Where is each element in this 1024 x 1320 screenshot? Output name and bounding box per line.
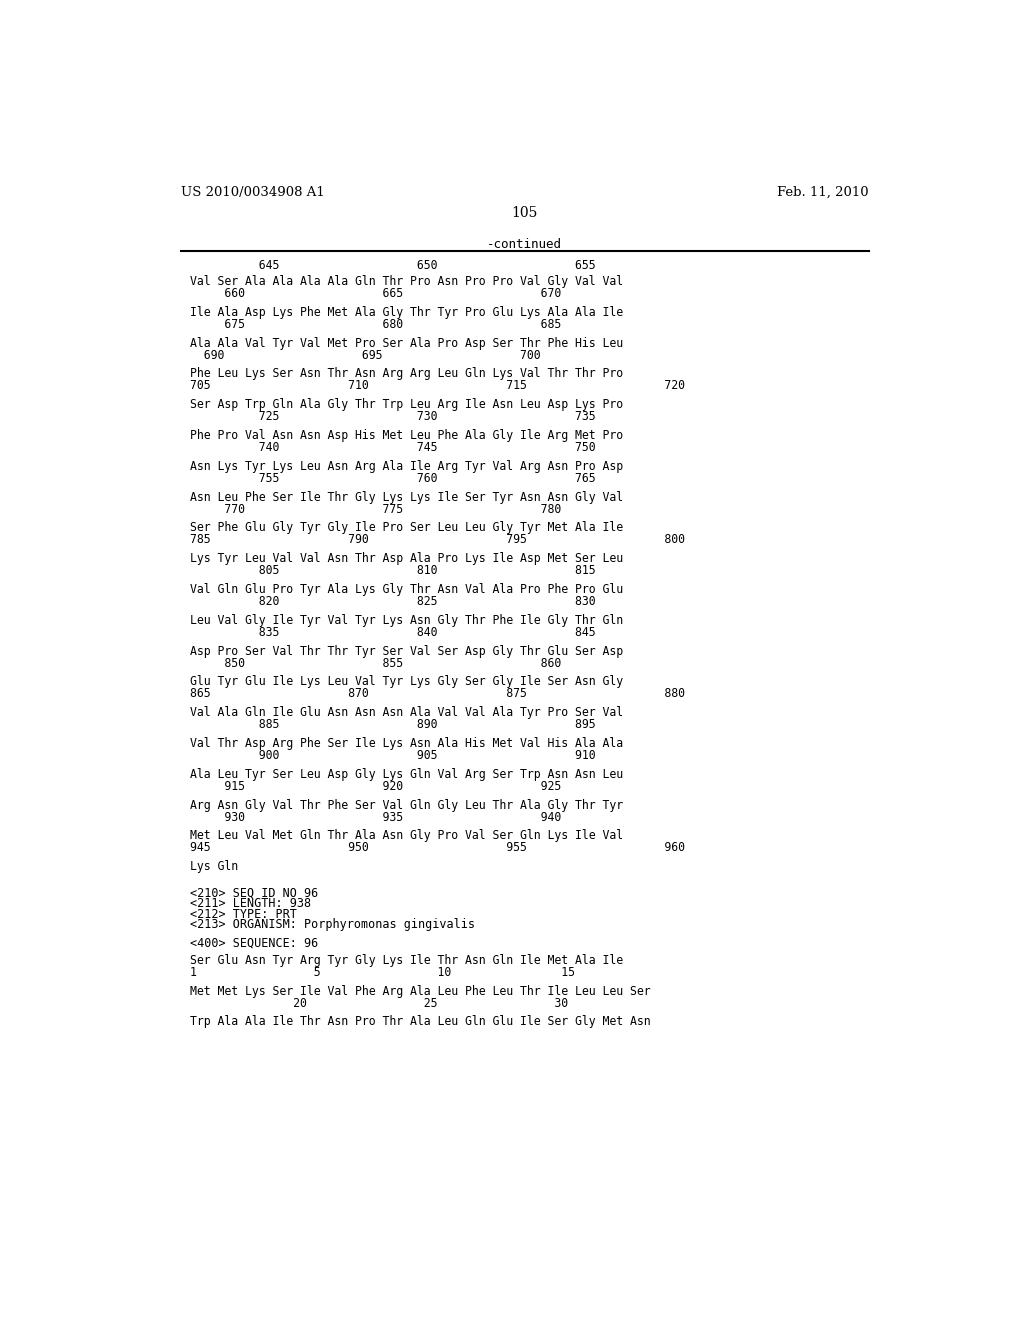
Text: US 2010/0034908 A1: US 2010/0034908 A1 [180,186,325,199]
Text: 105: 105 [512,206,538,220]
Text: Ile Ala Asp Lys Phe Met Ala Gly Thr Tyr Pro Glu Lys Ala Ala Ile: Ile Ala Asp Lys Phe Met Ala Gly Thr Tyr … [190,306,624,319]
Text: 820                    825                    830: 820 825 830 [190,595,596,609]
Text: 725                    730                    735: 725 730 735 [190,411,596,424]
Text: Asp Pro Ser Val Thr Thr Tyr Ser Val Ser Asp Gly Thr Glu Ser Asp: Asp Pro Ser Val Thr Thr Tyr Ser Val Ser … [190,644,624,657]
Text: Met Leu Val Met Gln Thr Ala Asn Gly Pro Val Ser Gln Lys Ile Val: Met Leu Val Met Gln Thr Ala Asn Gly Pro … [190,829,624,842]
Text: 770                    775                    780: 770 775 780 [190,503,561,516]
Text: Lys Tyr Leu Val Val Asn Thr Asp Ala Pro Lys Ile Asp Met Ser Leu: Lys Tyr Leu Val Val Asn Thr Asp Ala Pro … [190,552,624,565]
Text: 660                    665                    670: 660 665 670 [190,286,561,300]
Text: Met Met Lys Ser Ile Val Phe Arg Ala Leu Phe Leu Thr Ile Leu Leu Ser: Met Met Lys Ser Ile Val Phe Arg Ala Leu … [190,985,650,998]
Text: Phe Leu Lys Ser Asn Thr Asn Arg Arg Leu Gln Lys Val Thr Thr Pro: Phe Leu Lys Ser Asn Thr Asn Arg Arg Leu … [190,367,624,380]
Text: 915                    920                    925: 915 920 925 [190,780,561,793]
Text: Val Ser Ala Ala Ala Ala Gln Thr Pro Asn Pro Pro Val Gly Val Val: Val Ser Ala Ala Ala Ala Gln Thr Pro Asn … [190,275,624,288]
Text: 885                    890                    895: 885 890 895 [190,718,596,731]
Text: Ser Phe Glu Gly Tyr Gly Ile Pro Ser Leu Leu Gly Tyr Met Ala Ile: Ser Phe Glu Gly Tyr Gly Ile Pro Ser Leu … [190,521,624,535]
Text: <212> TYPE: PRT: <212> TYPE: PRT [190,908,297,920]
Text: Ser Asp Trp Gln Ala Gly Thr Trp Leu Arg Ile Asn Leu Asp Lys Pro: Ser Asp Trp Gln Ala Gly Thr Trp Leu Arg … [190,399,624,412]
Text: Val Thr Asp Arg Phe Ser Ile Lys Asn Ala His Met Val His Ala Ala: Val Thr Asp Arg Phe Ser Ile Lys Asn Ala … [190,737,624,750]
Text: 930                    935                    940: 930 935 940 [190,810,561,824]
Text: Phe Pro Val Asn Asn Asp His Met Leu Phe Ala Gly Ile Arg Met Pro: Phe Pro Val Asn Asn Asp His Met Leu Phe … [190,429,624,442]
Text: Trp Ala Ala Ile Thr Asn Pro Thr Ala Leu Gln Glu Ile Ser Gly Met Asn: Trp Ala Ala Ile Thr Asn Pro Thr Ala Leu … [190,1015,650,1028]
Text: 900                    905                    910: 900 905 910 [190,748,596,762]
Text: Lys Gln: Lys Gln [190,861,239,874]
Text: 835                    840                    845: 835 840 845 [190,626,596,639]
Text: Ala Leu Tyr Ser Leu Asp Gly Lys Gln Val Arg Ser Trp Asn Asn Leu: Ala Leu Tyr Ser Leu Asp Gly Lys Gln Val … [190,768,624,781]
Text: 850                    855                    860: 850 855 860 [190,656,561,669]
Text: 865                    870                    875                    880: 865 870 875 880 [190,688,685,701]
Text: Ala Ala Val Tyr Val Met Pro Ser Ala Pro Asp Ser Thr Phe His Leu: Ala Ala Val Tyr Val Met Pro Ser Ala Pro … [190,337,624,350]
Text: Feb. 11, 2010: Feb. 11, 2010 [777,186,869,199]
Text: Val Ala Gln Ile Glu Asn Asn Asn Ala Val Val Ala Tyr Pro Ser Val: Val Ala Gln Ile Glu Asn Asn Asn Ala Val … [190,706,624,719]
Text: Asn Leu Phe Ser Ile Thr Gly Lys Lys Ile Ser Tyr Asn Asn Gly Val: Asn Leu Phe Ser Ile Thr Gly Lys Lys Ile … [190,491,624,504]
Text: 805                    810                    815: 805 810 815 [190,564,596,577]
Text: 1                 5                 10                15: 1 5 10 15 [190,966,575,978]
Text: 740                    745                    750: 740 745 750 [190,441,596,454]
Text: 675                    680                    685: 675 680 685 [190,318,561,331]
Text: -continued: -continued [487,239,562,252]
Text: Asn Lys Tyr Lys Leu Asn Arg Ala Ile Arg Tyr Val Arg Asn Pro Asp: Asn Lys Tyr Lys Leu Asn Arg Ala Ile Arg … [190,459,624,473]
Text: Leu Val Gly Ile Tyr Val Tyr Lys Asn Gly Thr Phe Ile Gly Thr Gln: Leu Val Gly Ile Tyr Val Tyr Lys Asn Gly … [190,614,624,627]
Text: 690                    695                    700: 690 695 700 [190,348,541,362]
Text: 785                    790                    795                    800: 785 790 795 800 [190,533,685,546]
Text: Arg Asn Gly Val Thr Phe Ser Val Gln Gly Leu Thr Ala Gly Thr Tyr: Arg Asn Gly Val Thr Phe Ser Val Gln Gly … [190,799,624,812]
Text: <210> SEQ ID NO 96: <210> SEQ ID NO 96 [190,886,318,899]
Text: 20                 25                 30: 20 25 30 [190,997,568,1010]
Text: Ser Glu Asn Tyr Arg Tyr Gly Lys Ile Thr Asn Gln Ile Met Ala Ile: Ser Glu Asn Tyr Arg Tyr Gly Lys Ile Thr … [190,954,624,966]
Text: 705                    710                    715                    720: 705 710 715 720 [190,379,685,392]
Text: Glu Tyr Glu Ile Lys Leu Val Tyr Lys Gly Ser Gly Ile Ser Asn Gly: Glu Tyr Glu Ile Lys Leu Val Tyr Lys Gly … [190,676,624,689]
Text: <211> LENGTH: 938: <211> LENGTH: 938 [190,896,311,909]
Text: 945                    950                    955                    960: 945 950 955 960 [190,841,685,854]
Text: Val Gln Glu Pro Tyr Ala Lys Gly Thr Asn Val Ala Pro Phe Pro Glu: Val Gln Glu Pro Tyr Ala Lys Gly Thr Asn … [190,583,624,597]
Text: 645                    650                    655: 645 650 655 [190,259,596,272]
Text: 755                    760                    765: 755 760 765 [190,471,596,484]
Text: <213> ORGANISM: Porphyromonas gingivalis: <213> ORGANISM: Porphyromonas gingivalis [190,919,475,932]
Text: <400> SEQUENCE: 96: <400> SEQUENCE: 96 [190,936,318,949]
